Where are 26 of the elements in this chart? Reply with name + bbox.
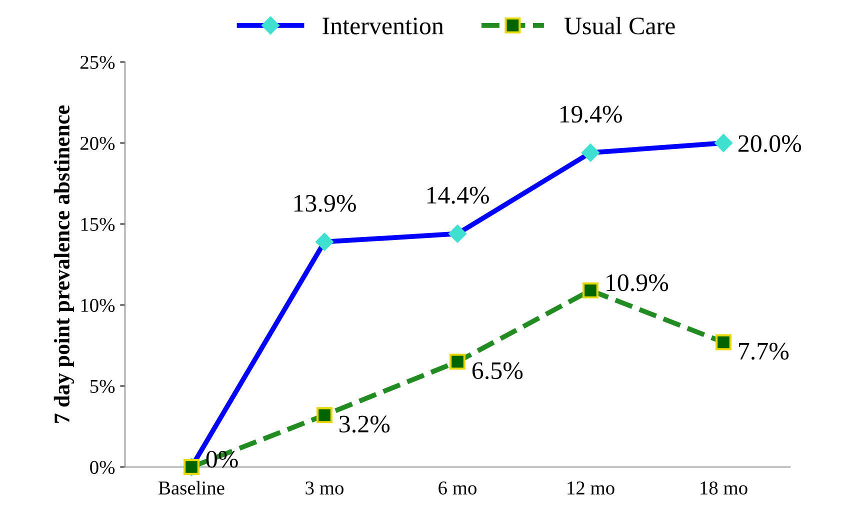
data-label: 14.4% [427, 186, 489, 204]
data-label: 20.0% [738, 135, 802, 152]
y-tick-label: 20% [80, 136, 115, 150]
legend-label: Usual Care [564, 16, 675, 34]
data-label: 19.4% [560, 106, 622, 123]
y-tick-label: 5% [90, 380, 115, 393]
x-tick-label: 3 mo [306, 482, 344, 495]
point [316, 407, 332, 424]
y-tick-label: 10% [81, 298, 115, 312]
data-label: 13.9% [294, 194, 356, 212]
x-tick-label: 6 mo [438, 482, 476, 495]
data-label: 3.2% [340, 416, 390, 433]
x-tick-label: 18 mo [700, 481, 748, 495]
x-tick-label: Baseline [158, 480, 224, 495]
data-label: 7.7% [739, 342, 789, 360]
x-tick-label: 12 mo [568, 482, 614, 495]
y-tick-label: 15% [81, 218, 115, 231]
point [716, 334, 732, 350]
point [450, 354, 466, 370]
y-axis-title: 7 day point prevalence abstinence [54, 105, 74, 423]
y-tick-label: 25% [80, 56, 115, 69]
y-tick-label: 0% [90, 460, 115, 474]
data-label: 6.5% [472, 362, 523, 380]
legend-label: Intervention [322, 18, 444, 34]
data-label: 10.9% [606, 274, 668, 292]
point [582, 282, 598, 298]
